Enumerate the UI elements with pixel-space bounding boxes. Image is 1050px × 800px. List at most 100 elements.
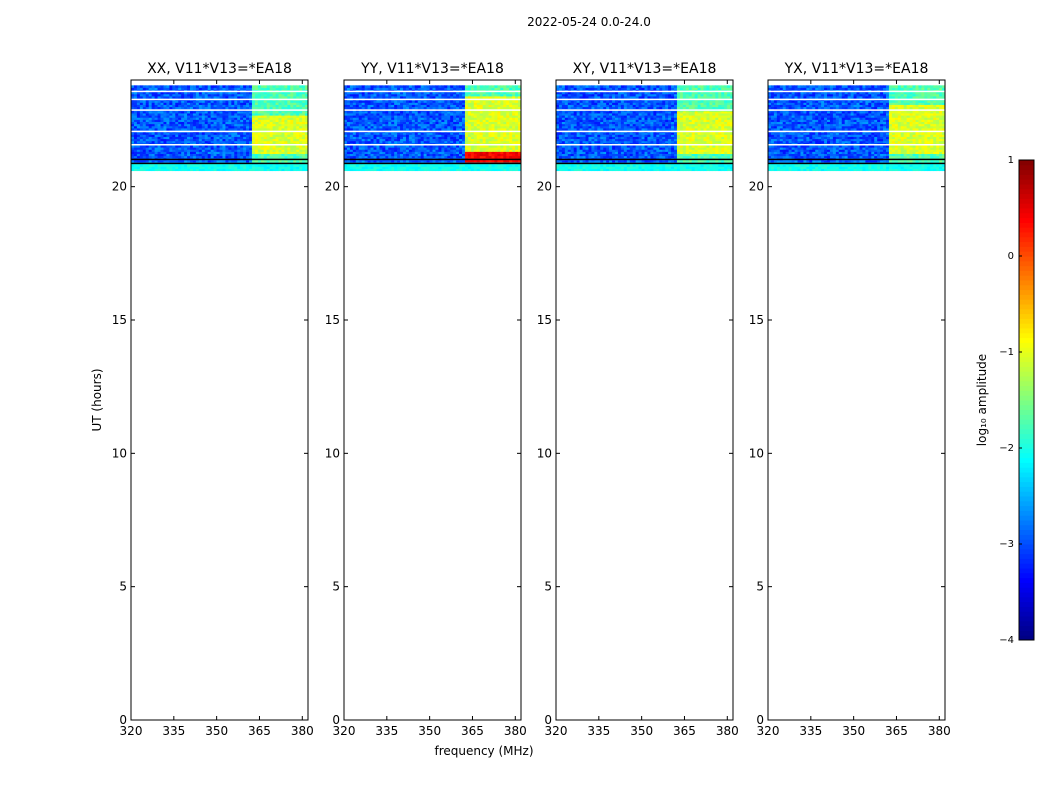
heatmap-cell [355, 91, 360, 95]
heatmap-cell [420, 93, 425, 97]
heatmap-cell [411, 113, 416, 116]
heatmap-cell [257, 104, 262, 108]
heatmap-cell [438, 87, 442, 90]
heatmap-cell [441, 151, 445, 154]
heatmap-cell [485, 85, 489, 88]
heatmap-cell [254, 106, 259, 110]
heatmap-cell [187, 149, 191, 152]
heatmap-cell [299, 104, 303, 108]
heatmap-cell [438, 164, 442, 167]
heatmap-cell [284, 125, 288, 129]
heatmap-cell [284, 147, 288, 150]
heatmap-cell [506, 147, 510, 150]
heatmap-cell [515, 104, 519, 108]
heatmap-cell [163, 93, 167, 97]
heatmap-cell [145, 136, 150, 140]
heatmap-cell [257, 85, 262, 88]
heatmap-cell [364, 117, 368, 120]
heatmap-cell [346, 160, 351, 163]
heatmap-cell [364, 160, 368, 163]
heatmap-cell [411, 100, 416, 103]
heatmap-cell [491, 106, 495, 110]
heatmap-cell [260, 132, 265, 135]
heatmap-cell [237, 106, 241, 110]
heatmap-cell [246, 132, 250, 135]
heatmap-cell [358, 128, 363, 131]
heatmap-cell [160, 166, 164, 169]
heatmap-cell [269, 164, 273, 167]
heatmap-cell [181, 160, 185, 163]
heatmap-cell [302, 147, 306, 150]
heatmap-cell [131, 155, 135, 159]
heatmap-cell [302, 164, 306, 167]
heatmap-cell [234, 110, 238, 114]
heatmap-cell [438, 113, 442, 116]
heatmap-cell [420, 106, 425, 110]
heatmap-cell [435, 115, 439, 118]
heatmap-cell [470, 87, 475, 90]
heatmap-cell [249, 102, 253, 105]
heatmap-cell [400, 128, 404, 131]
heatmap-cell [429, 115, 433, 118]
heatmap-cell [482, 87, 486, 90]
heatmap-cell [488, 115, 492, 118]
heatmap-cell [400, 136, 404, 140]
heatmap-cell [190, 96, 194, 99]
heatmap-cell [192, 132, 197, 135]
heatmap-cell [426, 128, 430, 131]
heatmap-cell [426, 87, 430, 90]
heatmap-cell [133, 151, 138, 154]
heatmap-cell [462, 125, 466, 129]
heatmap-cell [257, 123, 262, 127]
heatmap-cell [724, 168, 728, 172]
heatmap-cell [249, 110, 253, 114]
heatmap-cell [263, 104, 268, 108]
heatmap-cell [500, 145, 504, 148]
heatmap-cell [246, 145, 250, 148]
heatmap-cell [299, 110, 303, 114]
heatmap-cell [234, 91, 238, 95]
heatmap-cell [195, 166, 200, 169]
heatmap-cell [195, 132, 200, 135]
heatmap-cell [145, 113, 150, 116]
heatmap-cell [470, 134, 475, 137]
heatmap-cell [148, 149, 153, 152]
heatmap-cell [556, 168, 560, 172]
heatmap-cell [269, 96, 273, 99]
heatmap-cell [169, 155, 173, 159]
heatmap-cell [512, 119, 516, 122]
heatmap-cell [219, 128, 223, 131]
heatmap-cell [231, 164, 235, 167]
heatmap-cell [269, 155, 273, 159]
heatmap-cell [414, 134, 419, 137]
heatmap-cell [184, 155, 188, 159]
heatmap-cell [482, 113, 486, 116]
heatmap-cell [397, 164, 401, 167]
heatmap-cell [263, 91, 268, 95]
heatmap-cell [485, 153, 489, 157]
heatmap-cell [367, 168, 371, 172]
heatmap-cell [447, 151, 451, 154]
flagged-row [131, 90, 308, 93]
heatmap-cell [403, 104, 407, 108]
heatmap-cell [305, 87, 309, 90]
heatmap-cell [249, 140, 253, 144]
heatmap-cell [444, 121, 448, 125]
heatmap-cell [296, 96, 300, 99]
heatmap-cell [358, 102, 363, 105]
heatmap-cell [394, 85, 398, 88]
heatmap-cell [145, 91, 150, 95]
heatmap-cell [204, 134, 209, 137]
heatmap-cell [488, 96, 492, 99]
heatmap-cell [382, 145, 386, 148]
heatmap-cell [491, 134, 495, 137]
heatmap-cell [160, 155, 164, 159]
heatmap-cell [594, 166, 598, 169]
heatmap-cell [467, 110, 472, 114]
heatmap-cell [219, 140, 223, 144]
heatmap-cell [482, 132, 486, 135]
heatmap-cell [192, 123, 197, 127]
heatmap-cell [263, 149, 268, 152]
heatmap-cell [382, 102, 386, 105]
heatmap-cell [453, 106, 457, 110]
